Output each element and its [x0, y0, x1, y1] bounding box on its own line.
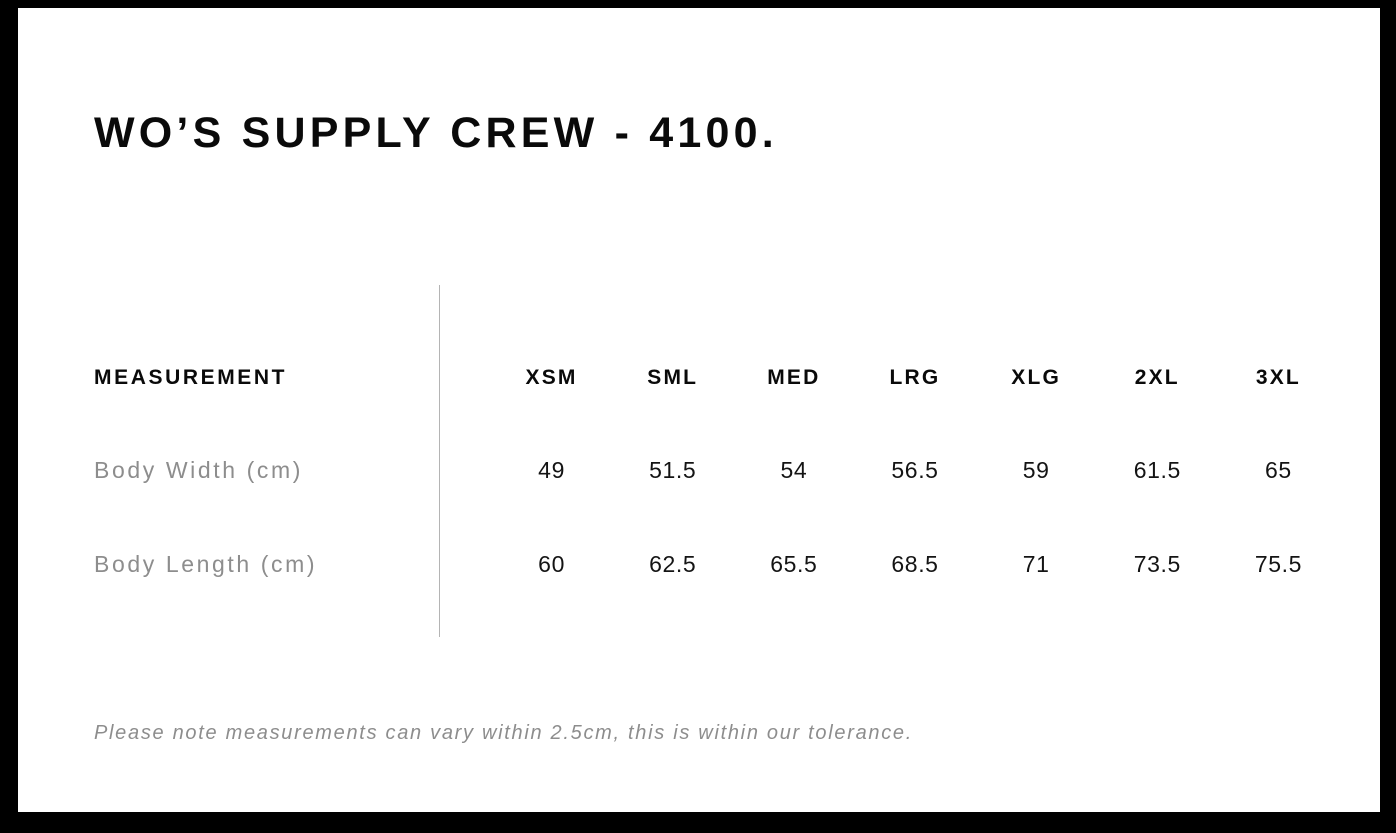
cell-body-length-xlg: 71 — [1022, 551, 1050, 577]
cell-body-width-3xl: 65 — [1265, 457, 1292, 483]
cell-body-width-lrg: 56.5 — [891, 457, 939, 483]
row-label-body-width: Body Width (cm) — [94, 457, 303, 483]
size-header-xlg: XLG — [1011, 366, 1062, 389]
column-divider — [439, 285, 440, 637]
size-chart-table: MEASUREMENT XSM SML MED LRG XLG 2XL 3XL … — [18, 8, 1380, 812]
page-title: WO’S SUPPLY CREW - 4100. — [94, 109, 778, 157]
tolerance-note: Please note measurements can vary within… — [94, 722, 913, 744]
row-values-body-length: 60 62.5 65.5 68.5 71 73.5 75.5 — [491, 544, 1339, 584]
table-header-row: MEASUREMENT XSM SML MED LRG XLG 2XL 3XL — [18, 358, 1380, 398]
size-header-3xl: 3XL — [1255, 366, 1301, 389]
size-header-2xl: 2XL — [1134, 366, 1180, 389]
cell-body-length-med: 65.5 — [770, 551, 818, 577]
cell-body-width-xlg: 59 — [1022, 457, 1050, 483]
cell-body-length-lrg: 68.5 — [891, 551, 939, 577]
size-header-xsm: XSM — [525, 366, 578, 389]
cell-body-length-xsm: 60 — [538, 551, 565, 577]
row-values-body-width: 49 51.5 54 56.5 59 61.5 65 — [491, 450, 1339, 490]
cell-body-length-sml: 62.5 — [649, 551, 697, 577]
cell-body-width-med: 54 — [780, 457, 808, 483]
size-chart-canvas: WO’S SUPPLY CREW - 4100. MEASUREMENT XSM… — [18, 8, 1380, 812]
cell-body-width-2xl: 61.5 — [1133, 457, 1181, 483]
measurement-column-header: MEASUREMENT — [94, 366, 288, 389]
size-header-sml: SML — [647, 366, 699, 389]
table-row: Body Width (cm) 49 51.5 54 56.5 59 61.5 … — [18, 450, 1380, 490]
row-label-body-length: Body Length (cm) — [94, 551, 318, 577]
cell-body-width-sml: 51.5 — [649, 457, 697, 483]
table-row: Body Length (cm) 60 62.5 65.5 68.5 71 73… — [18, 544, 1380, 584]
cell-body-length-3xl: 75.5 — [1254, 551, 1302, 577]
size-header-lrg: LRG — [889, 366, 941, 389]
cell-body-width-xsm: 49 — [538, 457, 565, 483]
cell-body-length-2xl: 73.5 — [1133, 551, 1181, 577]
size-header-med: MED — [767, 366, 821, 389]
size-header-cells: XSM SML MED LRG XLG 2XL 3XL — [491, 358, 1339, 398]
